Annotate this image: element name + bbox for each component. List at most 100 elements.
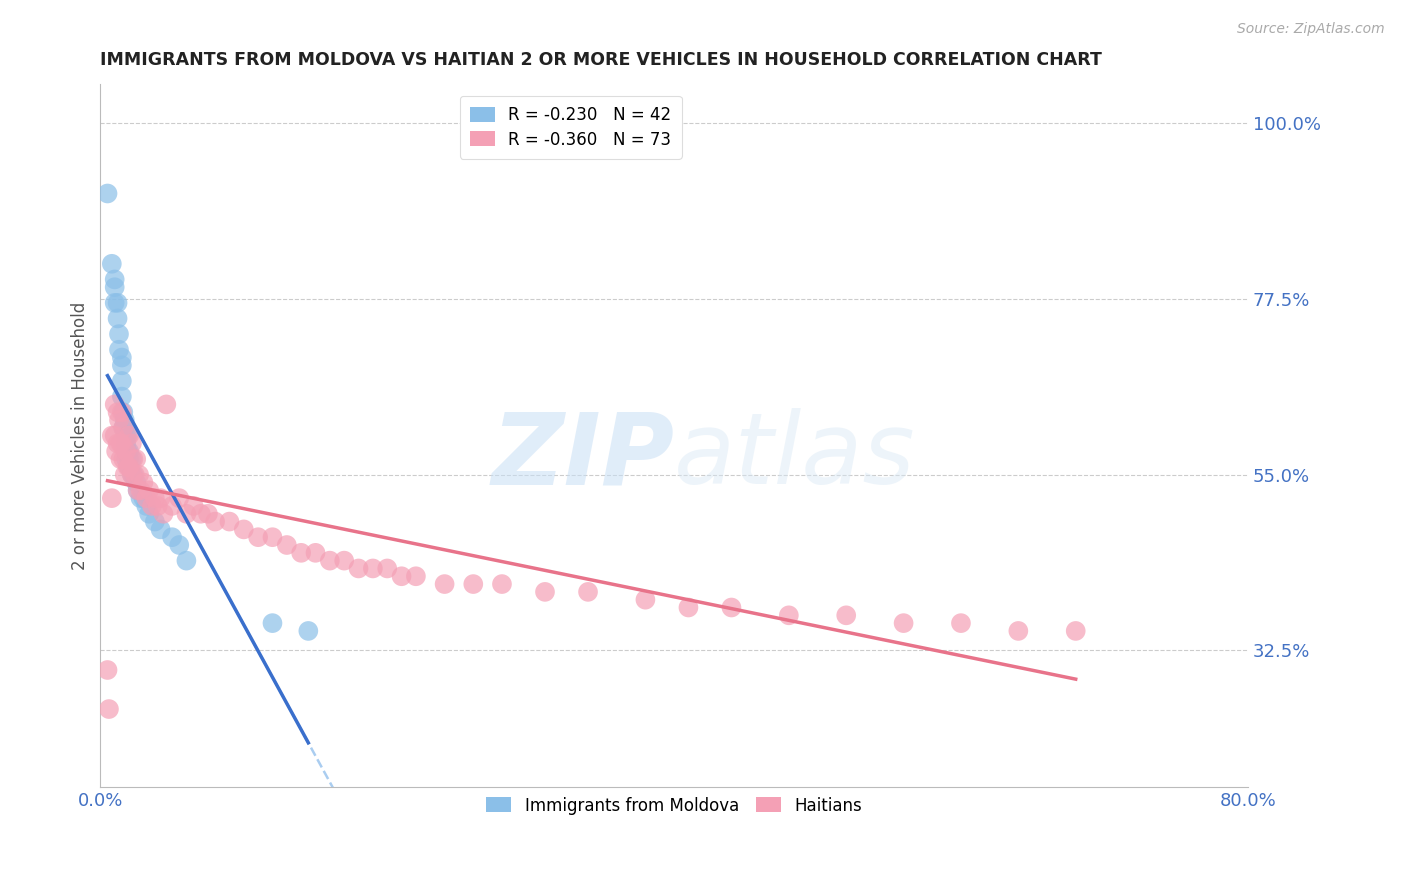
Point [115,444,138,458]
Point [129,483,152,498]
Point [720,600,742,615]
Point [176,554,198,568]
Point [111,351,134,365]
Legend: Immigrants from Moldova, Haitians: Immigrants from Moldova, Haitians [477,787,872,824]
Point [107,405,129,419]
Point [138,483,160,498]
Point [114,413,136,427]
Point [262,530,284,544]
Point [111,436,134,450]
Point [112,452,135,467]
Point [104,272,127,286]
Point [115,428,138,442]
Point [463,577,485,591]
Point [118,459,141,474]
Point [204,515,226,529]
Point [108,413,131,427]
Point [491,577,513,591]
Point [114,421,136,435]
Point [107,436,129,450]
Point [104,280,127,294]
Point [893,616,915,631]
Point [105,444,128,458]
Point [101,257,124,271]
Point [347,561,370,575]
Point [125,452,148,467]
Point [152,507,174,521]
Point [576,585,599,599]
Point [121,436,143,450]
Point [107,296,129,310]
Text: IMMIGRANTS FROM MOLDOVA VS HAITIAN 2 OR MORE VEHICLES IN HOUSEHOLD CORRELATION C: IMMIGRANTS FROM MOLDOVA VS HAITIAN 2 OR … [100,51,1102,69]
Text: atlas: atlas [673,409,915,505]
Point [143,515,166,529]
Point [835,608,858,623]
Point [319,554,342,568]
Point [96,186,118,201]
Point [149,491,172,505]
Point [104,397,127,411]
Point [433,577,456,591]
Point [112,421,135,435]
Point [678,600,700,615]
Point [107,311,129,326]
Point [190,507,212,521]
Point [127,483,149,498]
Point [138,507,160,521]
Point [110,452,132,467]
Point [333,554,356,568]
Point [115,444,138,458]
Point [143,491,166,505]
Point [115,452,138,467]
Point [197,507,219,521]
Text: ZIP: ZIP [491,409,673,505]
Point [117,459,139,474]
Point [122,452,145,467]
Point [125,475,148,490]
Point [1007,624,1029,638]
Point [247,530,270,544]
Point [167,491,190,505]
Point [129,491,152,505]
Point [297,624,319,638]
Point [778,608,800,623]
Point [127,483,149,498]
Point [112,421,135,435]
Point [132,491,155,505]
Point [391,569,413,583]
Point [160,530,183,544]
Point [128,467,150,482]
Y-axis label: 2 or more Vehicles in Household: 2 or more Vehicles in Household [72,301,89,570]
Point [405,569,427,583]
Point [276,538,298,552]
Point [110,436,132,450]
Point [117,428,139,442]
Point [111,374,134,388]
Point [141,499,163,513]
Point [634,592,657,607]
Point [96,663,118,677]
Point [121,452,143,467]
Point [176,507,198,521]
Point [361,561,384,575]
Point [132,475,155,490]
Point [114,467,136,482]
Point [124,467,146,482]
Point [111,390,134,404]
Point [218,515,240,529]
Point [101,428,124,442]
Text: Source: ZipAtlas.com: Source: ZipAtlas.com [1237,22,1385,37]
Point [117,444,139,458]
Point [375,561,398,575]
Point [232,522,254,536]
Point [155,397,177,411]
Point [118,444,141,458]
Point [262,616,284,631]
Point [183,499,205,513]
Point [118,452,141,467]
Point [121,467,143,482]
Point [104,428,127,442]
Point [949,616,972,631]
Point [118,428,141,442]
Point [121,467,143,482]
